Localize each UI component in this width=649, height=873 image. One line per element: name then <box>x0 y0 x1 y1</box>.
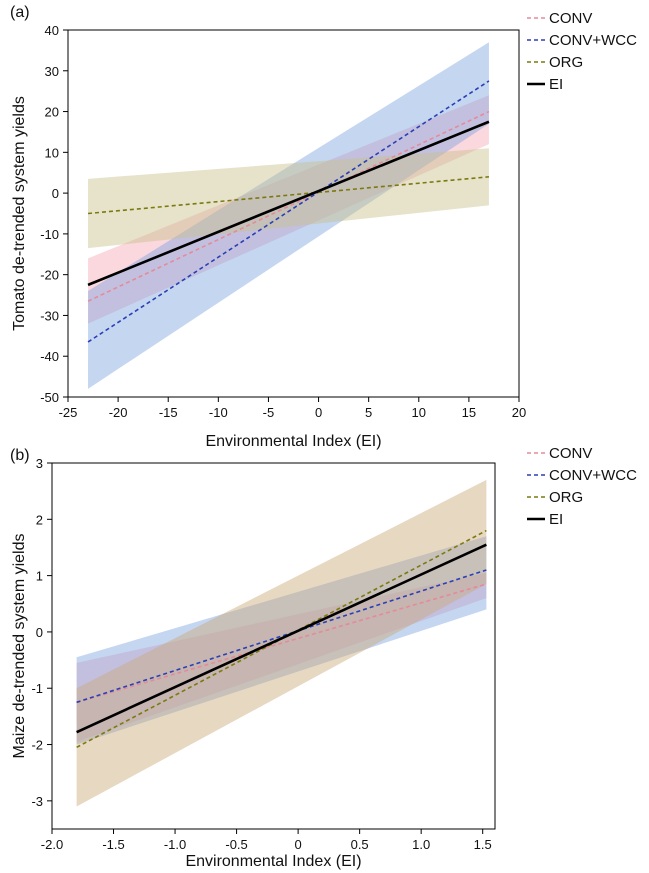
x-tick-label: -25 <box>59 405 78 420</box>
series-line-conv-wcc <box>76 569 487 704</box>
series-line-conv <box>87 110 490 302</box>
y-tick-label: -10 <box>40 227 59 242</box>
x-tick-label: 20 <box>512 405 526 420</box>
x-axis: -25 -20 -15 -10 -5 0 5 10 15 20 <box>59 397 526 420</box>
series-lines <box>87 80 490 343</box>
y-tick-label: -50 <box>40 390 59 405</box>
band-org <box>88 148 489 249</box>
legend-entry: EI <box>549 511 563 528</box>
series-line-ei <box>87 120 490 287</box>
panel-b: -2.0 -1.5 -1.0 -0.5 0 0.5 1.0 1.5 -3 -2 -1 0 1 2 3 Envi… <box>10 445 637 870</box>
x-tick-label: -2.0 <box>41 837 63 852</box>
confidence-bands <box>88 42 489 389</box>
panel-label: (a) <box>10 4 30 21</box>
y-tick-label: 20 <box>45 105 59 120</box>
series-line-conv <box>76 583 487 704</box>
legend: CONV CONV+WCC ORG EI <box>527 10 637 93</box>
series-line-ei <box>76 543 487 734</box>
y-tick-label: -2 <box>31 738 43 753</box>
x-tick-label: 1.5 <box>474 837 492 852</box>
x-tick-label: 0 <box>315 405 322 420</box>
y-axis-label: Tomato de-trended system yields <box>11 96 28 331</box>
x-tick-label: -0.5 <box>225 837 247 852</box>
y-tick-label: -1 <box>31 681 43 696</box>
x-tick-label: -15 <box>159 405 178 420</box>
panel-a: -25 -20 -15 -10 -5 0 5 10 15 20-50-40-30-20-10010… <box>10 4 637 450</box>
x-tick-label: -10 <box>209 405 228 420</box>
y-tick-label: -3 <box>31 794 43 809</box>
x-tick-label: 5 <box>365 405 372 420</box>
band-conv <box>88 95 489 324</box>
legend-entry: ORG <box>549 489 583 506</box>
legend-entry: CONV+WCC <box>549 32 637 49</box>
x-tick-label: -1.0 <box>164 837 186 852</box>
y-tick-label: -40 <box>40 349 59 364</box>
y-tick-label: 1 <box>36 569 43 584</box>
plot-frame <box>67 29 520 398</box>
legend: CONV CONV+WCC ORG EI <box>527 445 637 528</box>
x-axis-label: Environmental Index (EI) <box>185 853 361 870</box>
x-tick-label: -20 <box>109 405 128 420</box>
x-tick-label: -5 <box>263 405 275 420</box>
plot-frame <box>51 462 496 830</box>
legend-entry: EI <box>549 76 563 93</box>
y-axis: -50 -40 -30 -20 -10 0 10 20 30 40 <box>40 23 68 405</box>
legend-entry: CONV <box>549 445 592 462</box>
band-conv-wcc <box>76 536 487 745</box>
legend-entry: CONV <box>549 10 592 27</box>
y-axis: -3 -2 -1 0 1 2 3 <box>31 456 52 809</box>
x-tick-label: 15 <box>462 405 476 420</box>
x-tick-label: 10 <box>412 405 426 420</box>
x-axis: -2.0 -1.5 -1.0 -0.5 0 0.5 1.0 1.5 <box>41 829 492 852</box>
y-axis-label: Maize de-trended system yields <box>11 534 28 759</box>
x-tick-label: 1.0 <box>412 837 430 852</box>
y-tick-label: 2 <box>36 512 43 527</box>
y-tick-label: 0 <box>36 625 43 640</box>
series-line-conv-wcc <box>87 80 490 343</box>
y-tick-label: 40 <box>45 23 59 38</box>
y-tick-label: -20 <box>40 268 59 283</box>
y-tick-label: 3 <box>36 456 43 471</box>
y-tick-label: -30 <box>40 308 59 323</box>
band-conv-wcc <box>88 42 489 389</box>
panel-label: (b) <box>10 447 30 464</box>
legend-entry: CONV+WCC <box>549 467 637 484</box>
x-tick-label: -1.5 <box>102 837 124 852</box>
x-tick-label: 0 <box>294 837 301 852</box>
y-tick-label: 10 <box>45 145 59 160</box>
y-tick-label: 0 <box>52 186 59 201</box>
y-tick-label: 30 <box>45 64 59 79</box>
x-tick-label: 0.5 <box>351 837 369 852</box>
series-lines <box>76 529 487 749</box>
legend-entry: ORG <box>549 54 583 71</box>
band-conv <box>76 572 487 742</box>
x-axis-label: Environmental Index (EI) <box>205 433 381 450</box>
